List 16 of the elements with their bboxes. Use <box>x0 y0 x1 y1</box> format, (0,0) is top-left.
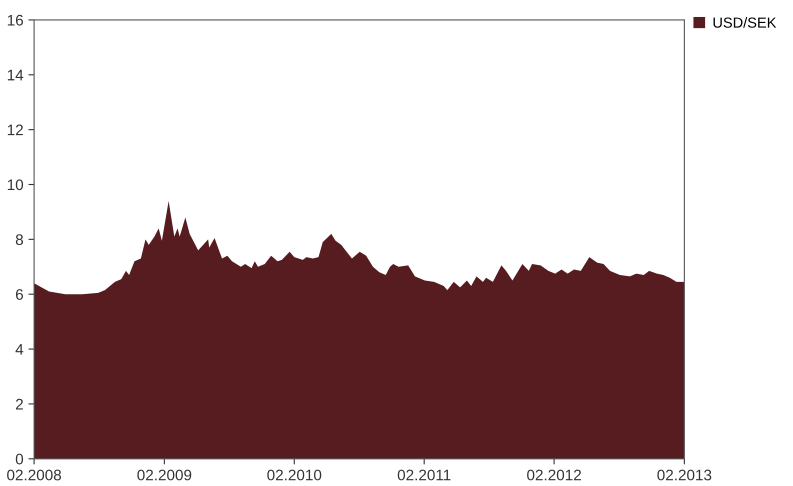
y-tick-label: 14 <box>8 70 24 80</box>
x-tick-label: 02.2008 <box>7 470 62 480</box>
x-tick-label: 02.2009 <box>137 470 192 480</box>
y-tick-label: 16 <box>8 14 24 26</box>
x-tick-label: 02.2012 <box>527 470 581 480</box>
y-tick-label: 10 <box>8 179 24 190</box>
x-tick-label: 02.2013 <box>657 470 712 480</box>
y-tick-label: 12 <box>8 124 23 136</box>
y-tick-label: 6 <box>16 289 24 300</box>
y-tick-label: 0 <box>16 454 24 464</box>
x-tick-label: 02.2011 <box>398 470 450 480</box>
y-tick-label: 4 <box>16 344 24 355</box>
y-tick-label: 8 <box>16 234 24 246</box>
legend-label: USD/SEK <box>714 17 776 28</box>
y-tick-label: 2 <box>16 398 23 410</box>
x-tick-label: 02.2010 <box>267 470 322 480</box>
